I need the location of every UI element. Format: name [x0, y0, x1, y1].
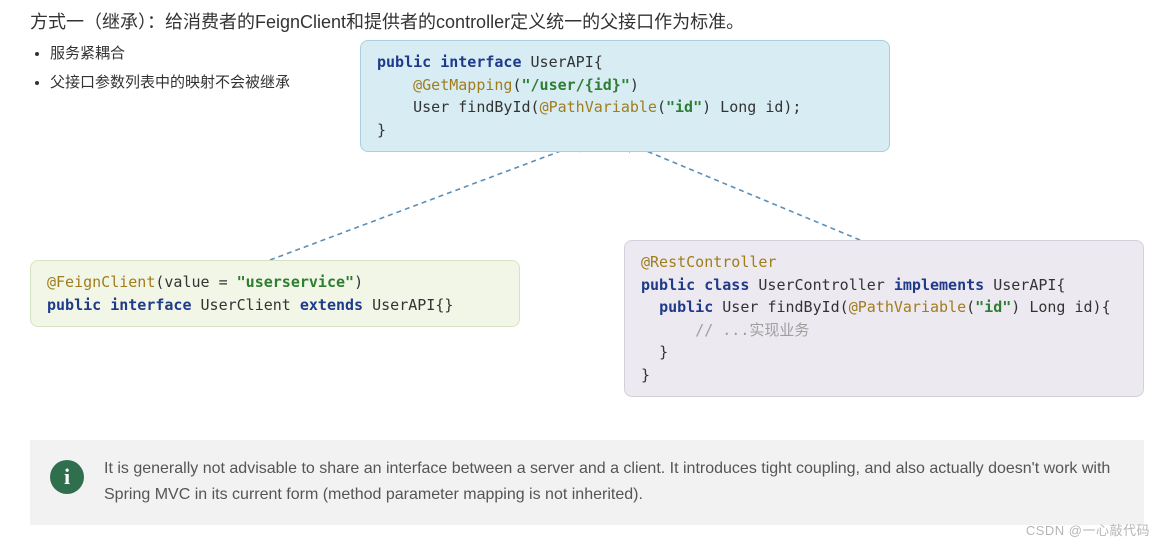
info-callout: i It is generally not advisable to share…: [30, 440, 1144, 525]
code-box-parent-interface: public interface UserAPI{ @GetMapping("/…: [360, 40, 890, 152]
inheritance-diagram: public interface UserAPI{ @GetMapping("/…: [30, 40, 1144, 410]
code-box-controller: @RestController public class UserControl…: [624, 240, 1144, 397]
watermark: CSDN @一心敲代码: [1026, 520, 1150, 539]
code-box-feign-client: @FeignClient(value = "userservice") publ…: [30, 260, 520, 327]
info-icon: i: [50, 460, 84, 494]
info-text: It is generally not advisable to share a…: [104, 456, 1124, 507]
page-title: 方式一（继承）：给消费者的FeignClient和提供者的controller定…: [30, 8, 1144, 34]
